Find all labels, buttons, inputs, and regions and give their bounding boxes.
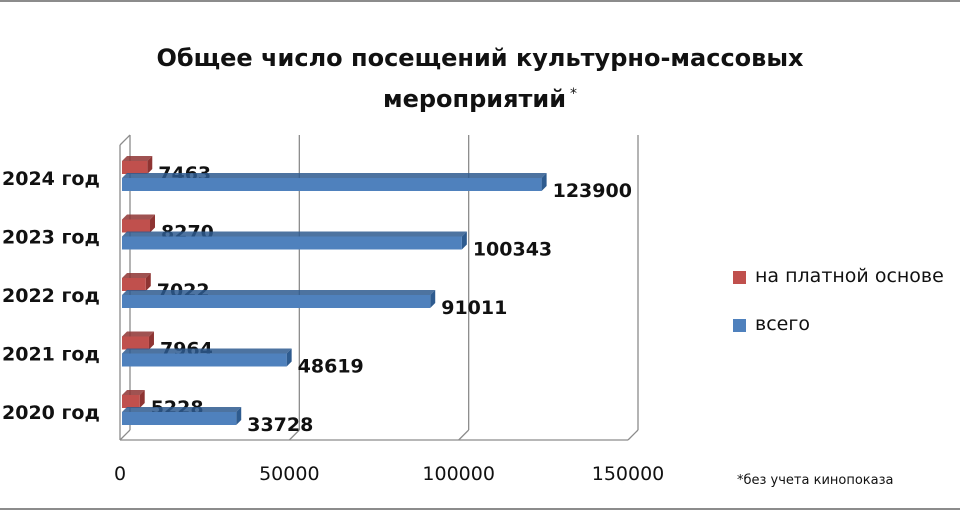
bar-total-3-side [286, 348, 292, 367]
bar-total-0-side [541, 173, 547, 191]
wall-top-edge [119, 134, 131, 146]
x-tick-label-1: 50000 [259, 463, 319, 485]
category-label-4: 2020 год [2, 402, 100, 424]
bar-paid-1 [122, 219, 151, 233]
bar-paid-1-side [150, 214, 156, 233]
chart-title-line2: мероприятий * [140, 76, 820, 117]
data-label-total-3: 48619 [298, 356, 364, 378]
category-label-0: 2024 год [2, 168, 100, 190]
floor-depth-0 [119, 429, 131, 441]
x-tick-label-2: 100000 [422, 463, 495, 485]
bar-paid-2 [122, 278, 146, 291]
category-label-1: 2023 год [2, 227, 100, 249]
bar-paid-4-top [122, 390, 145, 395]
bar-total-3-top [122, 348, 292, 354]
bar-paid-2-top [122, 273, 151, 278]
bar-total-1-top [122, 231, 467, 237]
bar-paid-0 [122, 161, 148, 174]
bar-paid-2-side [145, 273, 151, 291]
chart-title-line1: Общее число посещений культурно-массовых [156, 44, 804, 72]
bar-paid-4-side [139, 390, 145, 408]
bar-total-2 [122, 295, 431, 308]
bar-total-2-top [122, 290, 436, 295]
bar-paid-0-side [147, 156, 153, 174]
bar-paid-1-top [122, 214, 156, 220]
title-footnote-mark: * [570, 86, 578, 102]
bar-total-4 [122, 412, 237, 425]
legend-label-paid: на платной основе [755, 265, 944, 287]
legend-label-total: всего [755, 313, 810, 335]
bar-total-4-side [236, 407, 242, 425]
bar-total-2-side [430, 290, 436, 308]
data-label-total-1: 100343 [473, 239, 552, 261]
data-label-total-0: 123900 [553, 180, 632, 202]
footnote: *без учета кинопоказа [737, 473, 894, 488]
x-tick-label-0: 0 [114, 463, 126, 485]
floor-depth-1 [288, 429, 300, 441]
bar-total-0-top [122, 173, 547, 178]
category-label-3: 2021 год [2, 344, 100, 366]
bar-total-4-top [122, 407, 242, 412]
data-label-total-2: 91011 [441, 297, 507, 319]
bar-total-3 [122, 353, 287, 367]
chart-title-line2-text: мероприятий [382, 85, 567, 113]
bar-paid-3-top [122, 331, 154, 337]
chart-title: Общее число посещений культурно-массовых… [140, 40, 820, 117]
bar-total-1 [122, 236, 462, 250]
floor-depth-2 [458, 429, 470, 441]
data-label-total-4: 33728 [247, 414, 313, 436]
category-label-2: 2022 год [2, 285, 100, 307]
legend-swatch-total [733, 319, 746, 332]
bar-paid-0-top [122, 156, 153, 161]
bar-total-1-side [461, 231, 467, 250]
bar-paid-3 [122, 336, 149, 350]
floor-depth-3 [627, 429, 639, 441]
bar-paid-4 [122, 395, 140, 408]
bar-paid-3-side [148, 331, 154, 350]
legend-swatch-paid [733, 271, 746, 284]
bar-total-0 [122, 178, 542, 191]
x-tick-label-3: 150000 [592, 463, 665, 485]
